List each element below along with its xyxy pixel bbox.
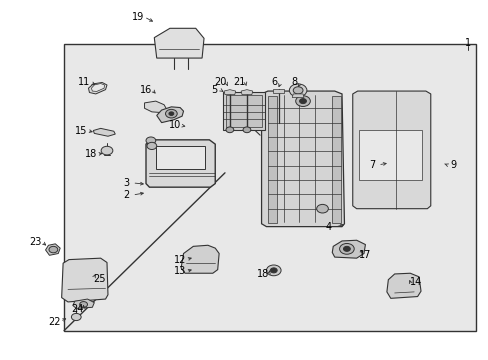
Text: 16: 16: [140, 85, 152, 95]
Polygon shape: [181, 245, 219, 273]
Circle shape: [343, 246, 349, 251]
Circle shape: [168, 112, 173, 116]
FancyBboxPatch shape: [267, 96, 276, 223]
Circle shape: [299, 99, 306, 104]
Text: 8: 8: [290, 77, 297, 87]
FancyBboxPatch shape: [331, 96, 340, 223]
Text: 18: 18: [256, 269, 268, 279]
Polygon shape: [331, 240, 365, 258]
Circle shape: [243, 127, 250, 133]
Polygon shape: [73, 299, 94, 309]
Polygon shape: [261, 91, 344, 226]
Text: 18: 18: [84, 149, 97, 159]
Circle shape: [146, 137, 156, 144]
FancyBboxPatch shape: [225, 95, 262, 127]
Text: 7: 7: [368, 160, 375, 170]
Circle shape: [295, 96, 310, 107]
FancyBboxPatch shape: [156, 146, 205, 169]
Polygon shape: [241, 90, 252, 95]
Text: 1: 1: [464, 38, 470, 48]
Text: 22: 22: [48, 317, 61, 327]
Circle shape: [316, 204, 328, 213]
Text: 3: 3: [123, 178, 129, 188]
Polygon shape: [386, 273, 420, 298]
Polygon shape: [91, 84, 104, 91]
Text: 10: 10: [169, 121, 181, 130]
Circle shape: [80, 302, 87, 307]
Polygon shape: [154, 28, 203, 58]
Text: 19: 19: [132, 12, 144, 22]
Polygon shape: [224, 90, 235, 95]
Polygon shape: [144, 101, 166, 113]
Text: 15: 15: [75, 126, 87, 135]
Text: 6: 6: [271, 77, 277, 87]
Circle shape: [339, 243, 353, 254]
FancyBboxPatch shape: [358, 130, 422, 180]
Polygon shape: [352, 91, 430, 209]
Circle shape: [266, 265, 281, 276]
Circle shape: [225, 127, 233, 133]
Polygon shape: [146, 140, 215, 187]
Text: 9: 9: [449, 160, 455, 170]
Polygon shape: [61, 258, 108, 302]
Text: 24: 24: [71, 304, 84, 314]
Circle shape: [289, 84, 306, 97]
Text: 25: 25: [93, 274, 105, 284]
Text: 11: 11: [78, 77, 90, 87]
Text: 2: 2: [123, 190, 129, 200]
Polygon shape: [292, 94, 304, 98]
Text: 23: 23: [30, 237, 42, 247]
Circle shape: [71, 314, 81, 320]
Text: 17: 17: [359, 249, 371, 260]
Circle shape: [165, 109, 177, 118]
Polygon shape: [272, 89, 284, 93]
Polygon shape: [45, 244, 60, 255]
Polygon shape: [88, 82, 107, 94]
Text: 13: 13: [174, 266, 186, 276]
Polygon shape: [93, 129, 115, 136]
Text: 5: 5: [211, 85, 217, 95]
FancyBboxPatch shape: [64, 44, 475, 330]
Text: 20: 20: [213, 77, 226, 87]
Text: 4: 4: [325, 222, 331, 232]
Circle shape: [49, 246, 58, 253]
Circle shape: [293, 87, 303, 94]
Circle shape: [147, 142, 157, 149]
Text: 21: 21: [233, 77, 245, 87]
Circle shape: [270, 268, 277, 273]
Text: 14: 14: [409, 277, 422, 287]
Circle shape: [101, 146, 113, 155]
Text: 12: 12: [174, 255, 186, 265]
Polygon shape: [157, 107, 183, 123]
FancyBboxPatch shape: [222, 92, 265, 130]
